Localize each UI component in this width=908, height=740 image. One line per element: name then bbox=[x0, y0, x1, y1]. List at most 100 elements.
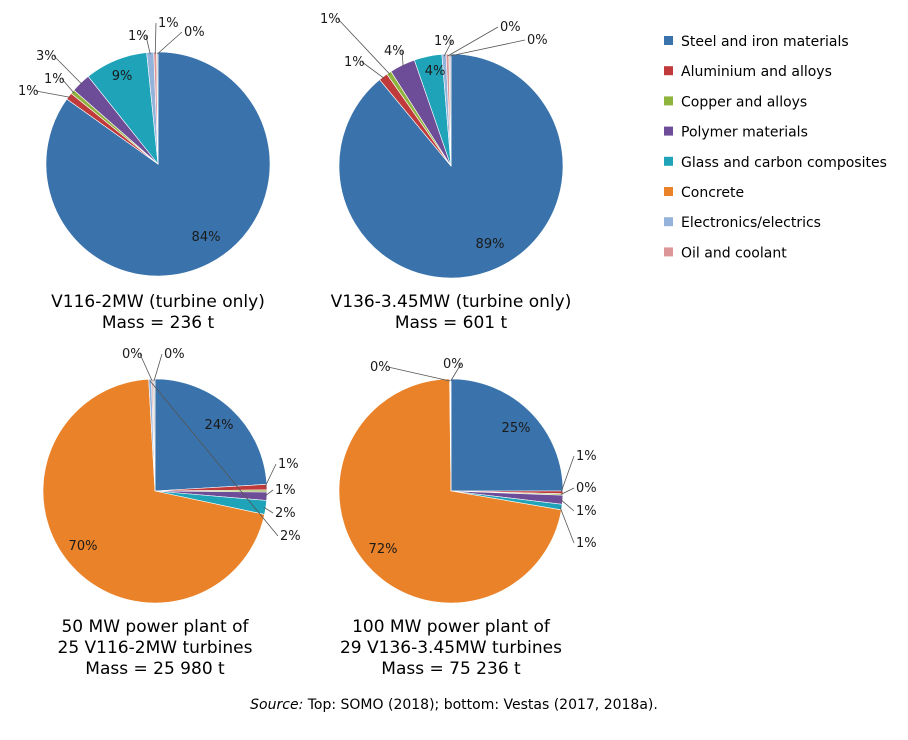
data-label-glass-and-carbon-composites: 9% bbox=[112, 69, 133, 84]
data-label-aluminium-and-alloys: 1% bbox=[344, 55, 365, 70]
legend-swatch bbox=[664, 156, 673, 166]
chart-caption-line: 29 V136-3.45MW turbines bbox=[340, 638, 562, 658]
leader-line-aluminium-and-alloys bbox=[560, 455, 575, 493]
data-label-copper-and-alloys: 0% bbox=[576, 481, 597, 496]
legend-label: Concrete bbox=[681, 185, 744, 201]
leader-line-glass-and-carbon-composites bbox=[263, 506, 274, 514]
data-label-concrete: 70% bbox=[69, 539, 98, 554]
legend-item-glass-and-carbon-composites: Glass and carbon composites bbox=[664, 155, 887, 171]
leader-line-oil-and-coolant bbox=[447, 26, 499, 57]
pie-slice-other bbox=[156, 51, 159, 165]
legend-swatch bbox=[664, 126, 673, 136]
data-label-copper-and-alloys: 1% bbox=[44, 72, 65, 87]
legend-label: Oil and coolant bbox=[681, 245, 787, 261]
legend-label: Polymer materials bbox=[681, 125, 808, 141]
chart-caption-line: V116-2MW (turbine only) bbox=[51, 292, 265, 312]
chart-caption-line: Mass = 25 980 t bbox=[85, 659, 225, 679]
leader-line-copper-and-alloys bbox=[337, 18, 391, 75]
data-label-polymer-materials: 4% bbox=[384, 44, 405, 59]
data-label-electronics-electrics: 2% bbox=[280, 529, 301, 544]
pie-chart-2: 89% 1% 1% 4% 4% 1% 0% 0% V136-3.45MW (turbine on… bbox=[320, 12, 571, 333]
data-label-electronics-electrics: 1% bbox=[434, 34, 455, 49]
legend-label: Glass and carbon composites bbox=[681, 155, 887, 171]
legend-item-oil-and-coolant: Oil and coolant bbox=[664, 245, 787, 261]
data-label-copper-and-alloys: 1% bbox=[320, 12, 341, 27]
data-label-steel-and-iron-materials: 24% bbox=[205, 418, 234, 433]
data-label-concrete: 72% bbox=[369, 542, 398, 557]
leader-line-other bbox=[449, 39, 526, 57]
leader-line-polymer-materials bbox=[401, 50, 404, 67]
source-label: Source: bbox=[250, 697, 304, 713]
data-label-glass-and-carbon-composites: 4% bbox=[425, 64, 446, 79]
pie-charts: 84% 1% 1% 3% 9% 1% 1% 0% V116-2MW (turbine only)… bbox=[18, 12, 597, 679]
legend-item-polymer-materials: Polymer materials bbox=[664, 125, 808, 141]
legend-swatch bbox=[664, 66, 673, 76]
source-note: Source: Top: SOMO (2018); bottom: Vestas… bbox=[0, 697, 908, 713]
data-label-aluminium-and-alloys: 1% bbox=[576, 449, 597, 464]
chart-caption-line: Mass = 601 t bbox=[395, 313, 508, 333]
leader-line-aluminium-and-alloys bbox=[361, 61, 385, 79]
data-label-other: 0% bbox=[184, 25, 205, 40]
data-label-steel-and-iron-materials: 84% bbox=[192, 230, 221, 245]
leader-line-aluminium-and-alloys bbox=[264, 463, 277, 488]
pie-slice-steel-and-iron-materials bbox=[154, 378, 268, 492]
data-label-polymer-materials: 1% bbox=[275, 483, 296, 498]
leader-line-glass-and-carbon-composites bbox=[559, 506, 575, 544]
data-label-aluminium-and-alloys: 1% bbox=[278, 457, 299, 472]
pie-slice-concrete bbox=[42, 378, 265, 604]
data-label-glass-and-carbon-composites: 1% bbox=[576, 536, 597, 551]
legend-item-copper-and-alloys: Copper and alloys bbox=[664, 94, 807, 110]
data-label-glass-and-carbon-composites: 2% bbox=[275, 506, 296, 521]
leader-line-copper-and-alloys bbox=[560, 487, 575, 495]
pie-slice-concrete bbox=[338, 378, 562, 604]
leader-line-electronics-electrics bbox=[149, 380, 279, 537]
data-label-electronics-electrics: 1% bbox=[128, 29, 149, 44]
leader-line-polymer-materials bbox=[53, 55, 83, 85]
data-label-electronics-electrics: 0% bbox=[370, 360, 391, 375]
leader-line-polymer-materials bbox=[264, 489, 274, 497]
chart-caption-line: 50 MW power plant of bbox=[61, 617, 249, 637]
pie-slice-oil-and-coolant bbox=[449, 378, 452, 492]
data-label-aluminium-and-alloys: 1% bbox=[18, 84, 39, 99]
leader-line-aluminium-and-alloys bbox=[35, 90, 71, 98]
leader-line-oil-and-coolant bbox=[139, 353, 153, 382]
leader-line-oil-and-coolant bbox=[154, 22, 157, 55]
leader-line-electronics-electrics bbox=[443, 40, 453, 57]
data-label-steel-and-iron-materials: 89% bbox=[476, 237, 505, 252]
legend-swatch bbox=[664, 217, 673, 227]
data-label-polymer-materials: 3% bbox=[36, 49, 57, 64]
chart-caption-line: V136-3.45MW (turbine only) bbox=[331, 292, 572, 312]
leader-line-other bbox=[153, 353, 163, 382]
data-label-oil-and-coolant: 0% bbox=[122, 347, 143, 362]
chart-caption-line: 100 MW power plant of bbox=[352, 617, 551, 637]
chart-caption-line: 25 V116-2MW turbines bbox=[58, 638, 253, 658]
leader-line-electronics-electrics bbox=[145, 35, 151, 55]
legend-swatch bbox=[664, 96, 673, 106]
chart-area: 84% 1% 1% 3% 9% 1% 1% 0% V116-2MW (turbine only)… bbox=[18, 12, 887, 679]
leader-line-electronics-electrics bbox=[387, 366, 451, 382]
legend-swatch bbox=[664, 36, 673, 45]
leader-line-other bbox=[157, 31, 183, 55]
data-label-polymer-materials: 1% bbox=[576, 504, 597, 519]
source-text: Top: SOMO (2018); bottom: Vestas (2017, … bbox=[303, 697, 658, 713]
data-label-steel-and-iron-materials: 25% bbox=[502, 421, 531, 436]
data-label-oil-and-coolant: 1% bbox=[158, 16, 179, 31]
legend-label: Electronics/electrics bbox=[681, 215, 821, 231]
legend: Steel and iron materials Aluminium and al… bbox=[664, 34, 887, 261]
legend-swatch bbox=[664, 187, 673, 196]
legend-label: Steel and iron materials bbox=[681, 34, 849, 50]
leader-line-copper-and-alloys bbox=[61, 78, 75, 94]
pie-chart-3: 24% 1% 1% 2% 70% 2% 0% 0% 50 MW power plant of25… bbox=[42, 347, 301, 679]
chart-caption-line: Mass = 75 236 t bbox=[381, 659, 521, 679]
leader-line-oil-and-coolant bbox=[450, 363, 462, 382]
data-label-other: 0% bbox=[527, 33, 548, 48]
data-label-oil-and-coolant: 0% bbox=[443, 357, 464, 372]
data-label-other: 0% bbox=[164, 347, 185, 362]
legend-item-steel-and-iron-materials: Steel and iron materials bbox=[664, 34, 849, 50]
pie-slice-steel-and-iron-materials bbox=[450, 378, 564, 492]
legend-swatch bbox=[664, 247, 673, 257]
legend-item-concrete: Concrete bbox=[664, 185, 744, 201]
legend-label: Aluminium and alloys bbox=[681, 64, 832, 80]
legend-label: Copper and alloys bbox=[681, 94, 807, 110]
data-label-oil-and-coolant: 0% bbox=[500, 20, 521, 35]
